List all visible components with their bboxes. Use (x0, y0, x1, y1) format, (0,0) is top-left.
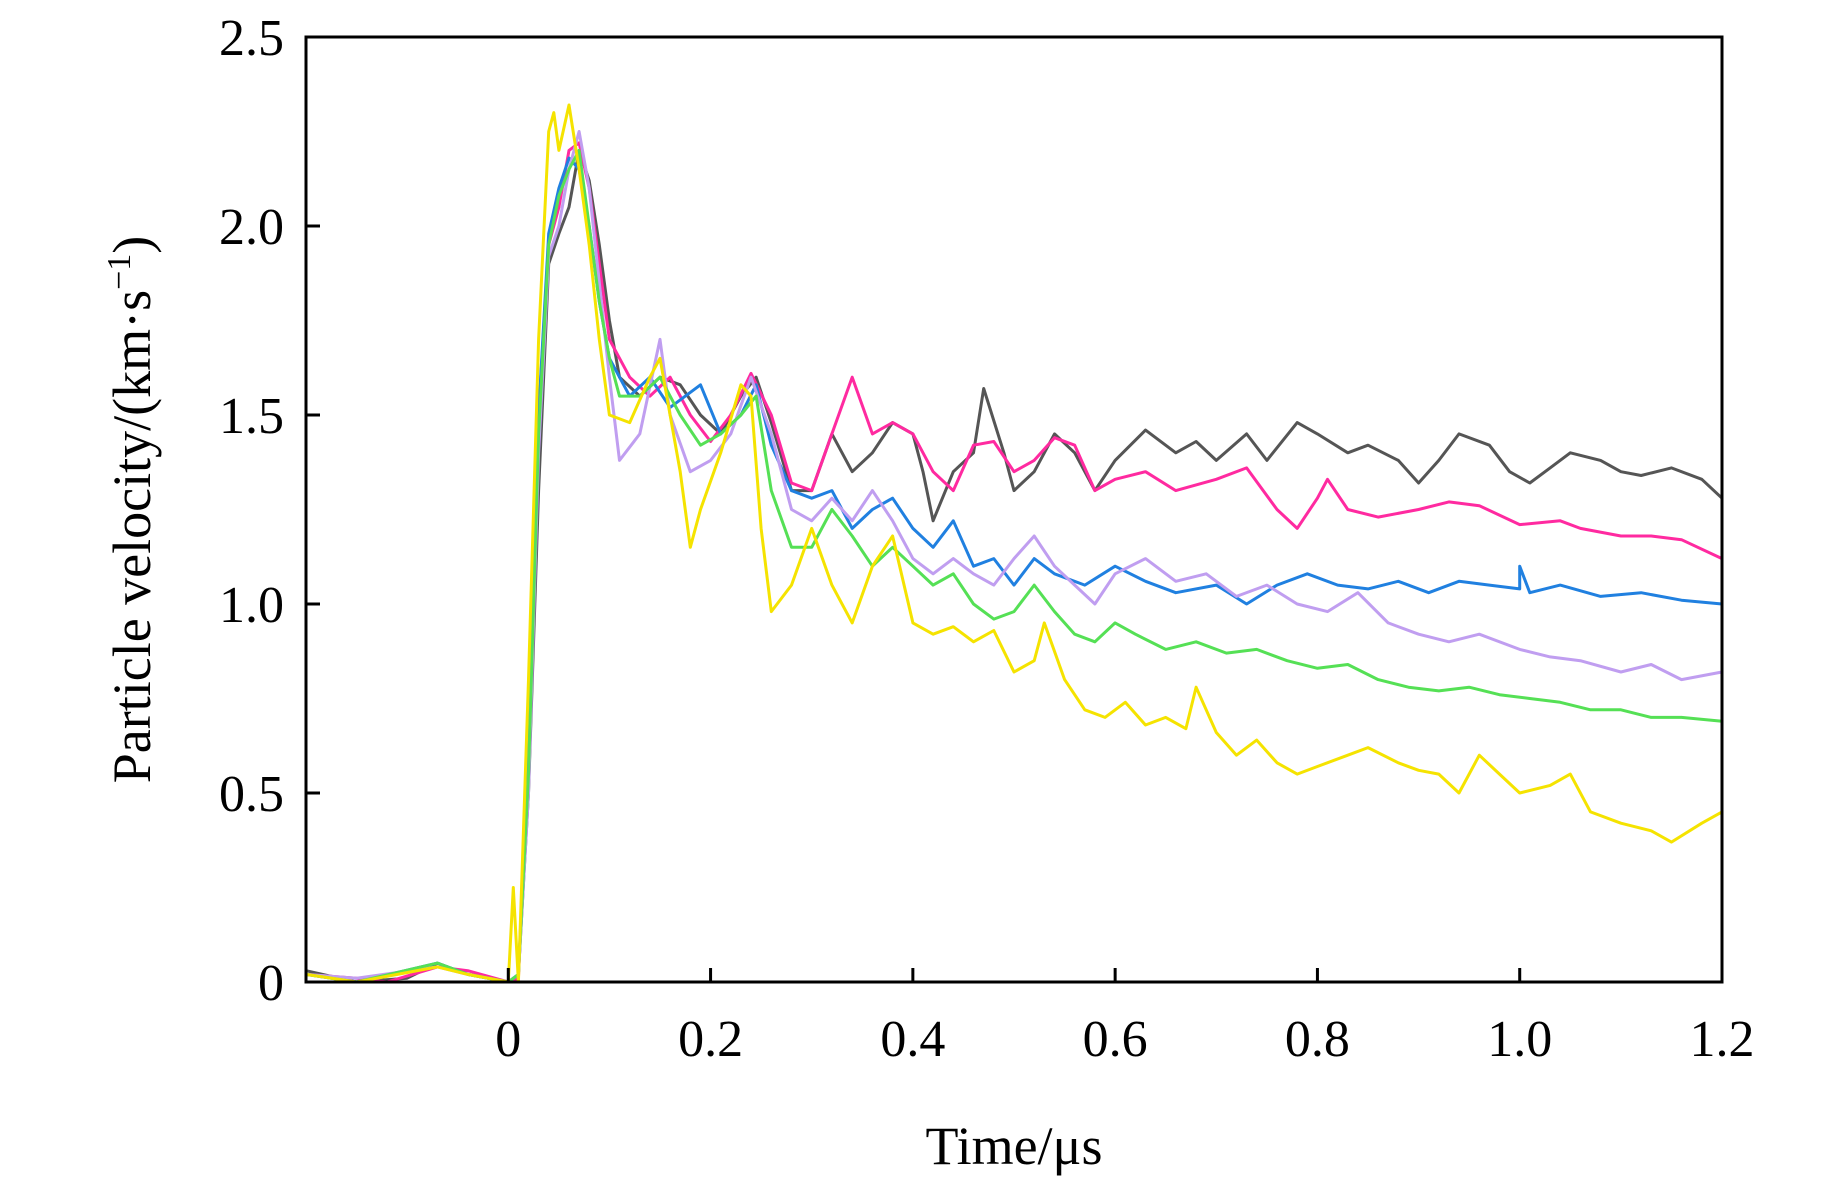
x-axis-label: Time/μs (925, 1116, 1102, 1176)
y-tick-label: 0 (258, 955, 284, 1012)
series-line-3 (305, 156, 1723, 984)
x-tick-label: 0.8 (1285, 1011, 1350, 1068)
x-tick-label: 1.0 (1487, 1011, 1552, 1068)
series-line-4 (305, 130, 1723, 984)
y-tick-label: 2.0 (219, 199, 284, 256)
series-layer (305, 103, 1724, 984)
y-axis-label-close: ) (102, 236, 162, 254)
x-tick-label: 0.2 (678, 1011, 743, 1068)
axis-layer: 0 0.2 0.4 0.6 0.8 1.0 1.2 0 0.5 1.0 1.5 2.0 2.5 (219, 10, 1755, 1068)
y-tick-label: 0.5 (219, 766, 284, 823)
y-tick-label: 1.0 (219, 577, 284, 634)
x-tick-label: 0.4 (880, 1011, 945, 1068)
x-tick-label: 0.6 (1083, 1011, 1148, 1068)
series-line-6 (305, 103, 1723, 984)
series-line-5 (305, 148, 1723, 984)
y-axis-label-main: Particle velocity/(km·s (102, 290, 162, 783)
y-tick-label: 1.5 (219, 388, 284, 445)
series-line-1 (305, 148, 1724, 984)
x-tick-label: 0 (495, 1011, 521, 1068)
plot-frame (304, 35, 1724, 984)
y-tick-label: 2.5 (219, 10, 284, 67)
x-tick-label: 1.2 (1690, 1011, 1755, 1068)
series-line-2 (305, 141, 1723, 984)
y-axis-label-superscript: −1 (101, 254, 138, 290)
y-axis-label: Particle velocity/(km·s−1) (101, 236, 162, 784)
